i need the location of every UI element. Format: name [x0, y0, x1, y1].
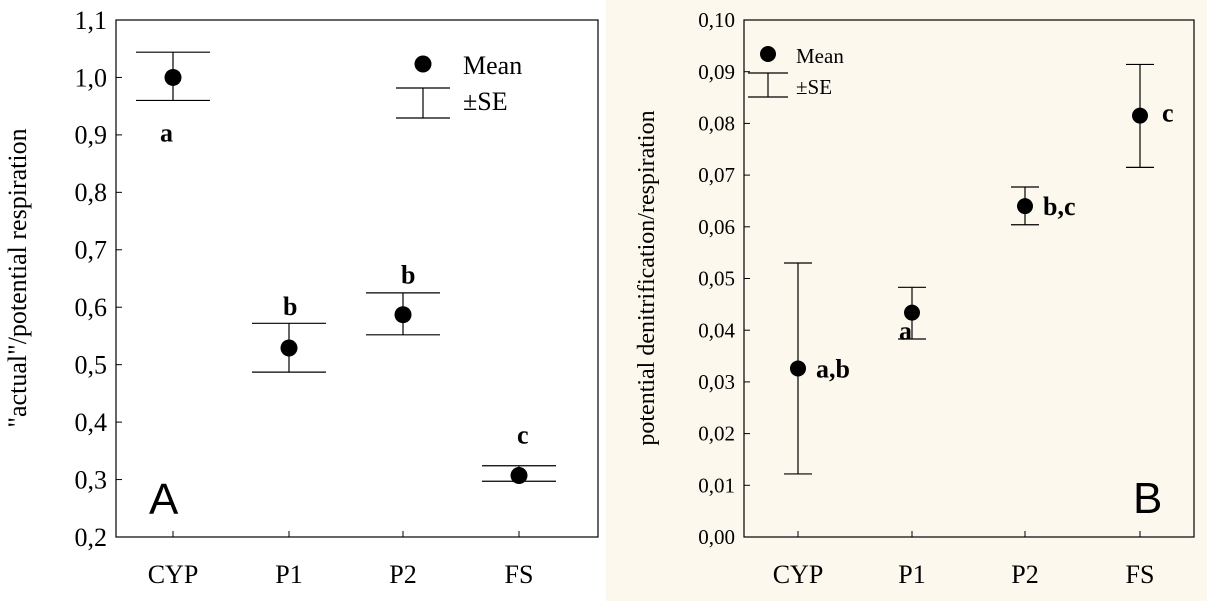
x-tick-label: P1	[898, 560, 925, 589]
panel-b-background	[606, 0, 1207, 601]
legend-se-label: ±SE	[796, 75, 832, 99]
x-tick-label: CYP	[148, 560, 199, 589]
panel-label: B	[1133, 474, 1162, 523]
y-tick-label: 0,2	[75, 523, 108, 552]
legend-mean-label: Mean	[463, 51, 522, 80]
y-tick-label: 0,08	[698, 112, 735, 136]
mean-point	[510, 467, 528, 485]
legend-se-label: ±SE	[463, 87, 508, 116]
y-tick-label: 0,6	[75, 293, 108, 322]
x-tick-label: P1	[275, 560, 302, 589]
mean-point	[790, 360, 806, 377]
significance-letter: c	[517, 421, 529, 450]
legend-mean-label: Mean	[796, 44, 844, 68]
mean-point	[164, 68, 182, 86]
y-tick-label: 0,04	[698, 318, 735, 342]
y-axis-label: "actual"/potential respiration	[3, 128, 32, 427]
y-tick-label: 0,05	[698, 267, 735, 291]
chart-panel-a: 0,2 0,3 0,4 0,5 0,6 0,7 0,8 0,9 1,0 1,1 CYP P1 P2 FS "…	[3, 6, 599, 589]
y-tick-label: 0,10	[698, 8, 735, 32]
y-tick-label: 0,3	[75, 465, 108, 494]
x-tick-label: FS	[1126, 560, 1155, 589]
y-tick-label: 0,4	[75, 408, 108, 437]
legend-mean-marker	[760, 46, 776, 62]
significance-letter: a	[160, 118, 173, 147]
plot-frame	[115, 19, 599, 538]
y-tick-label: 1,0	[75, 63, 108, 92]
significance-letter: b	[283, 292, 297, 321]
x-tick-label: CYP	[773, 560, 824, 589]
x-tick-label: FS	[505, 560, 534, 589]
significance-letter: b,c	[1043, 192, 1076, 221]
y-tick-label: 0,06	[698, 215, 735, 239]
legend-mean-marker	[414, 55, 432, 73]
y-tick-label: 0,9	[75, 121, 108, 150]
mean-point	[904, 304, 920, 321]
significance-letter: a,b	[816, 354, 850, 383]
mean-point	[280, 339, 298, 357]
x-tick-label: P2	[389, 560, 416, 589]
significance-letter: b	[401, 261, 415, 290]
y-tick-label: 1,1	[75, 6, 108, 35]
chart-panel-b: 0,00 0,01 0,02 0,03 0,04 0,05 0,06 0,07 0,08 0,09…	[634, 8, 1195, 589]
y-tick-label: 0,02	[698, 422, 735, 446]
y-tick-label: 0,5	[75, 351, 108, 380]
y-tick-label: 0,00	[698, 525, 735, 549]
mean-point	[1017, 198, 1033, 215]
mean-point	[1132, 107, 1148, 124]
y-axis-label: potential denitrification/respiration	[634, 110, 660, 445]
y-tick-label: 0,07	[698, 163, 735, 187]
significance-letter: a	[899, 317, 912, 346]
y-tick-label: 0,03	[698, 370, 735, 394]
mean-point	[394, 306, 412, 324]
y-tick-label: 0,7	[75, 236, 108, 265]
panel-label: A	[149, 475, 179, 524]
significance-letter: c	[1162, 99, 1174, 128]
x-tick-label: P2	[1011, 560, 1038, 589]
y-tick-label: 0,09	[698, 60, 735, 84]
y-tick-label: 0,01	[698, 473, 735, 497]
y-tick-label: 0,8	[75, 178, 108, 207]
